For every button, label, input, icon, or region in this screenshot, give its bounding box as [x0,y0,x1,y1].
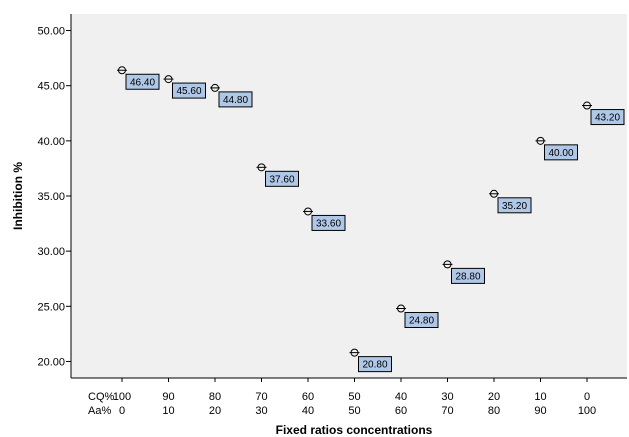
x-tick-label: 70 [255,391,267,403]
y-tick-label: 30.00 [37,246,65,258]
data-label: 33.60 [316,218,341,229]
data-label: 28.80 [455,271,480,282]
data-label: 24.80 [409,316,434,327]
data-label-box [497,197,532,214]
x-tick-label: 80 [209,391,221,403]
x-tick-label: 90 [162,391,174,403]
plot-area [71,14,627,378]
y-tick-label: 35.00 [37,191,65,203]
x-axis-ticks: CQ%100 90 80 70 60 50 40 30 20 10 0Aa% 0 10 20 30 40 50 6… [88,378,596,417]
x-tick-label: 10 [162,405,174,417]
y-tick-label: 25.00 [37,301,65,313]
x-tick-label: 40 [395,391,407,403]
data-label-box [125,73,160,90]
x-tick-label: 60 [302,391,314,403]
data-label-box [265,170,299,187]
y-tick-label: 20.00 [37,356,65,368]
data-label: 45.60 [176,86,201,97]
data-label-box [218,91,253,108]
y-tick-label: 45.00 [37,81,65,93]
x-tick-label: 90 [534,405,546,417]
x-tick-label: 70 [441,405,453,417]
x-tick-label: 50 [348,391,360,403]
x-tick-label: 50 [348,405,360,417]
x-tick-label: 20 [209,405,221,417]
x-tick-label: 100 [113,391,131,403]
data-label: 35.20 [502,201,527,212]
y-axis-title: Inhibition % [11,162,25,230]
x-tick-label: 10 [534,391,546,403]
data-label: 20.80 [362,360,387,371]
data-label-box [358,356,392,373]
data-label-box [172,82,206,99]
y-axis-ticks: 20.00 25.00 30.00 35.00 40.00 45.00 50.00 [37,26,71,368]
x-tick-label: 60 [395,405,407,417]
x-tick-label: 0 [584,391,590,403]
x-row-label: CQ% [88,391,115,403]
x-tick-label: 20 [488,391,500,403]
x-tick-label: 30 [441,391,453,403]
y-tick-label: 40.00 [37,136,65,148]
data-label: 46.40 [130,77,155,88]
data-label-box [451,267,485,284]
data-points: 46.40 45.60 44.80 37.60 33.60 20.80 24.80 28.80… [117,66,625,373]
data-label: 37.60 [269,174,294,185]
x-tick-label: 30 [255,405,267,417]
x-axis-title: Fixed ratios concentrations [276,423,433,437]
data-label: 44.80 [223,95,248,106]
x-tick-label: 40 [302,405,314,417]
data-label: 40.00 [548,148,573,159]
data-label-box [590,109,625,126]
x-tick-label: 80 [488,405,500,417]
data-label-box [311,214,346,231]
data-label-box [404,312,439,329]
data-label-box [544,144,578,161]
x-tick-label: 0 [119,405,125,417]
x-row-label: Aa% [88,405,111,417]
x-tick-label: 100 [578,405,596,417]
y-tick-label: 50.00 [37,26,65,38]
data-label: 43.20 [595,113,620,124]
